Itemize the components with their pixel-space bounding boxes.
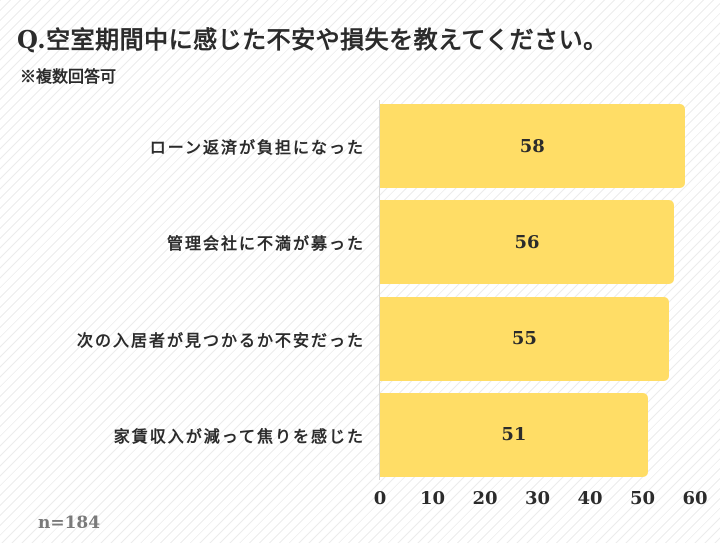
bar: 51 bbox=[380, 392, 648, 477]
category-label: 次の入居者が見つかるか不安だった bbox=[76, 330, 365, 350]
bar: 55 bbox=[380, 296, 669, 381]
x-tick-label: 20 bbox=[472, 488, 498, 509]
chart-title: Q.空室期間中に感じた不安や損失を教えてください。 bbox=[17, 25, 608, 54]
bar: 58 bbox=[380, 104, 685, 188]
x-tick-label: 30 bbox=[524, 488, 551, 509]
bar-value-label: 51 bbox=[501, 424, 527, 446]
y-axis-line bbox=[379, 100, 380, 480]
sample-size: n=184 bbox=[38, 513, 101, 533]
bar: 56 bbox=[380, 200, 674, 285]
chart-subtitle: ※複数回答可 bbox=[20, 67, 117, 86]
x-tick-label: 40 bbox=[577, 488, 603, 509]
category-label: ローン返済が負担になった bbox=[149, 138, 365, 157]
category-label: 管理会社に不満が募った bbox=[166, 234, 365, 254]
x-tick-label: 10 bbox=[419, 488, 446, 509]
category-label: 家賃収入が減って焦りを感じた bbox=[113, 426, 365, 446]
bar-value-label: 58 bbox=[519, 135, 545, 157]
bar-value-label: 56 bbox=[514, 231, 540, 253]
bar-value-label: 55 bbox=[511, 328, 537, 350]
x-tick-label: 0 bbox=[373, 488, 387, 509]
x-tick-label: 60 bbox=[682, 488, 708, 509]
x-tick-label: 50 bbox=[629, 488, 656, 509]
